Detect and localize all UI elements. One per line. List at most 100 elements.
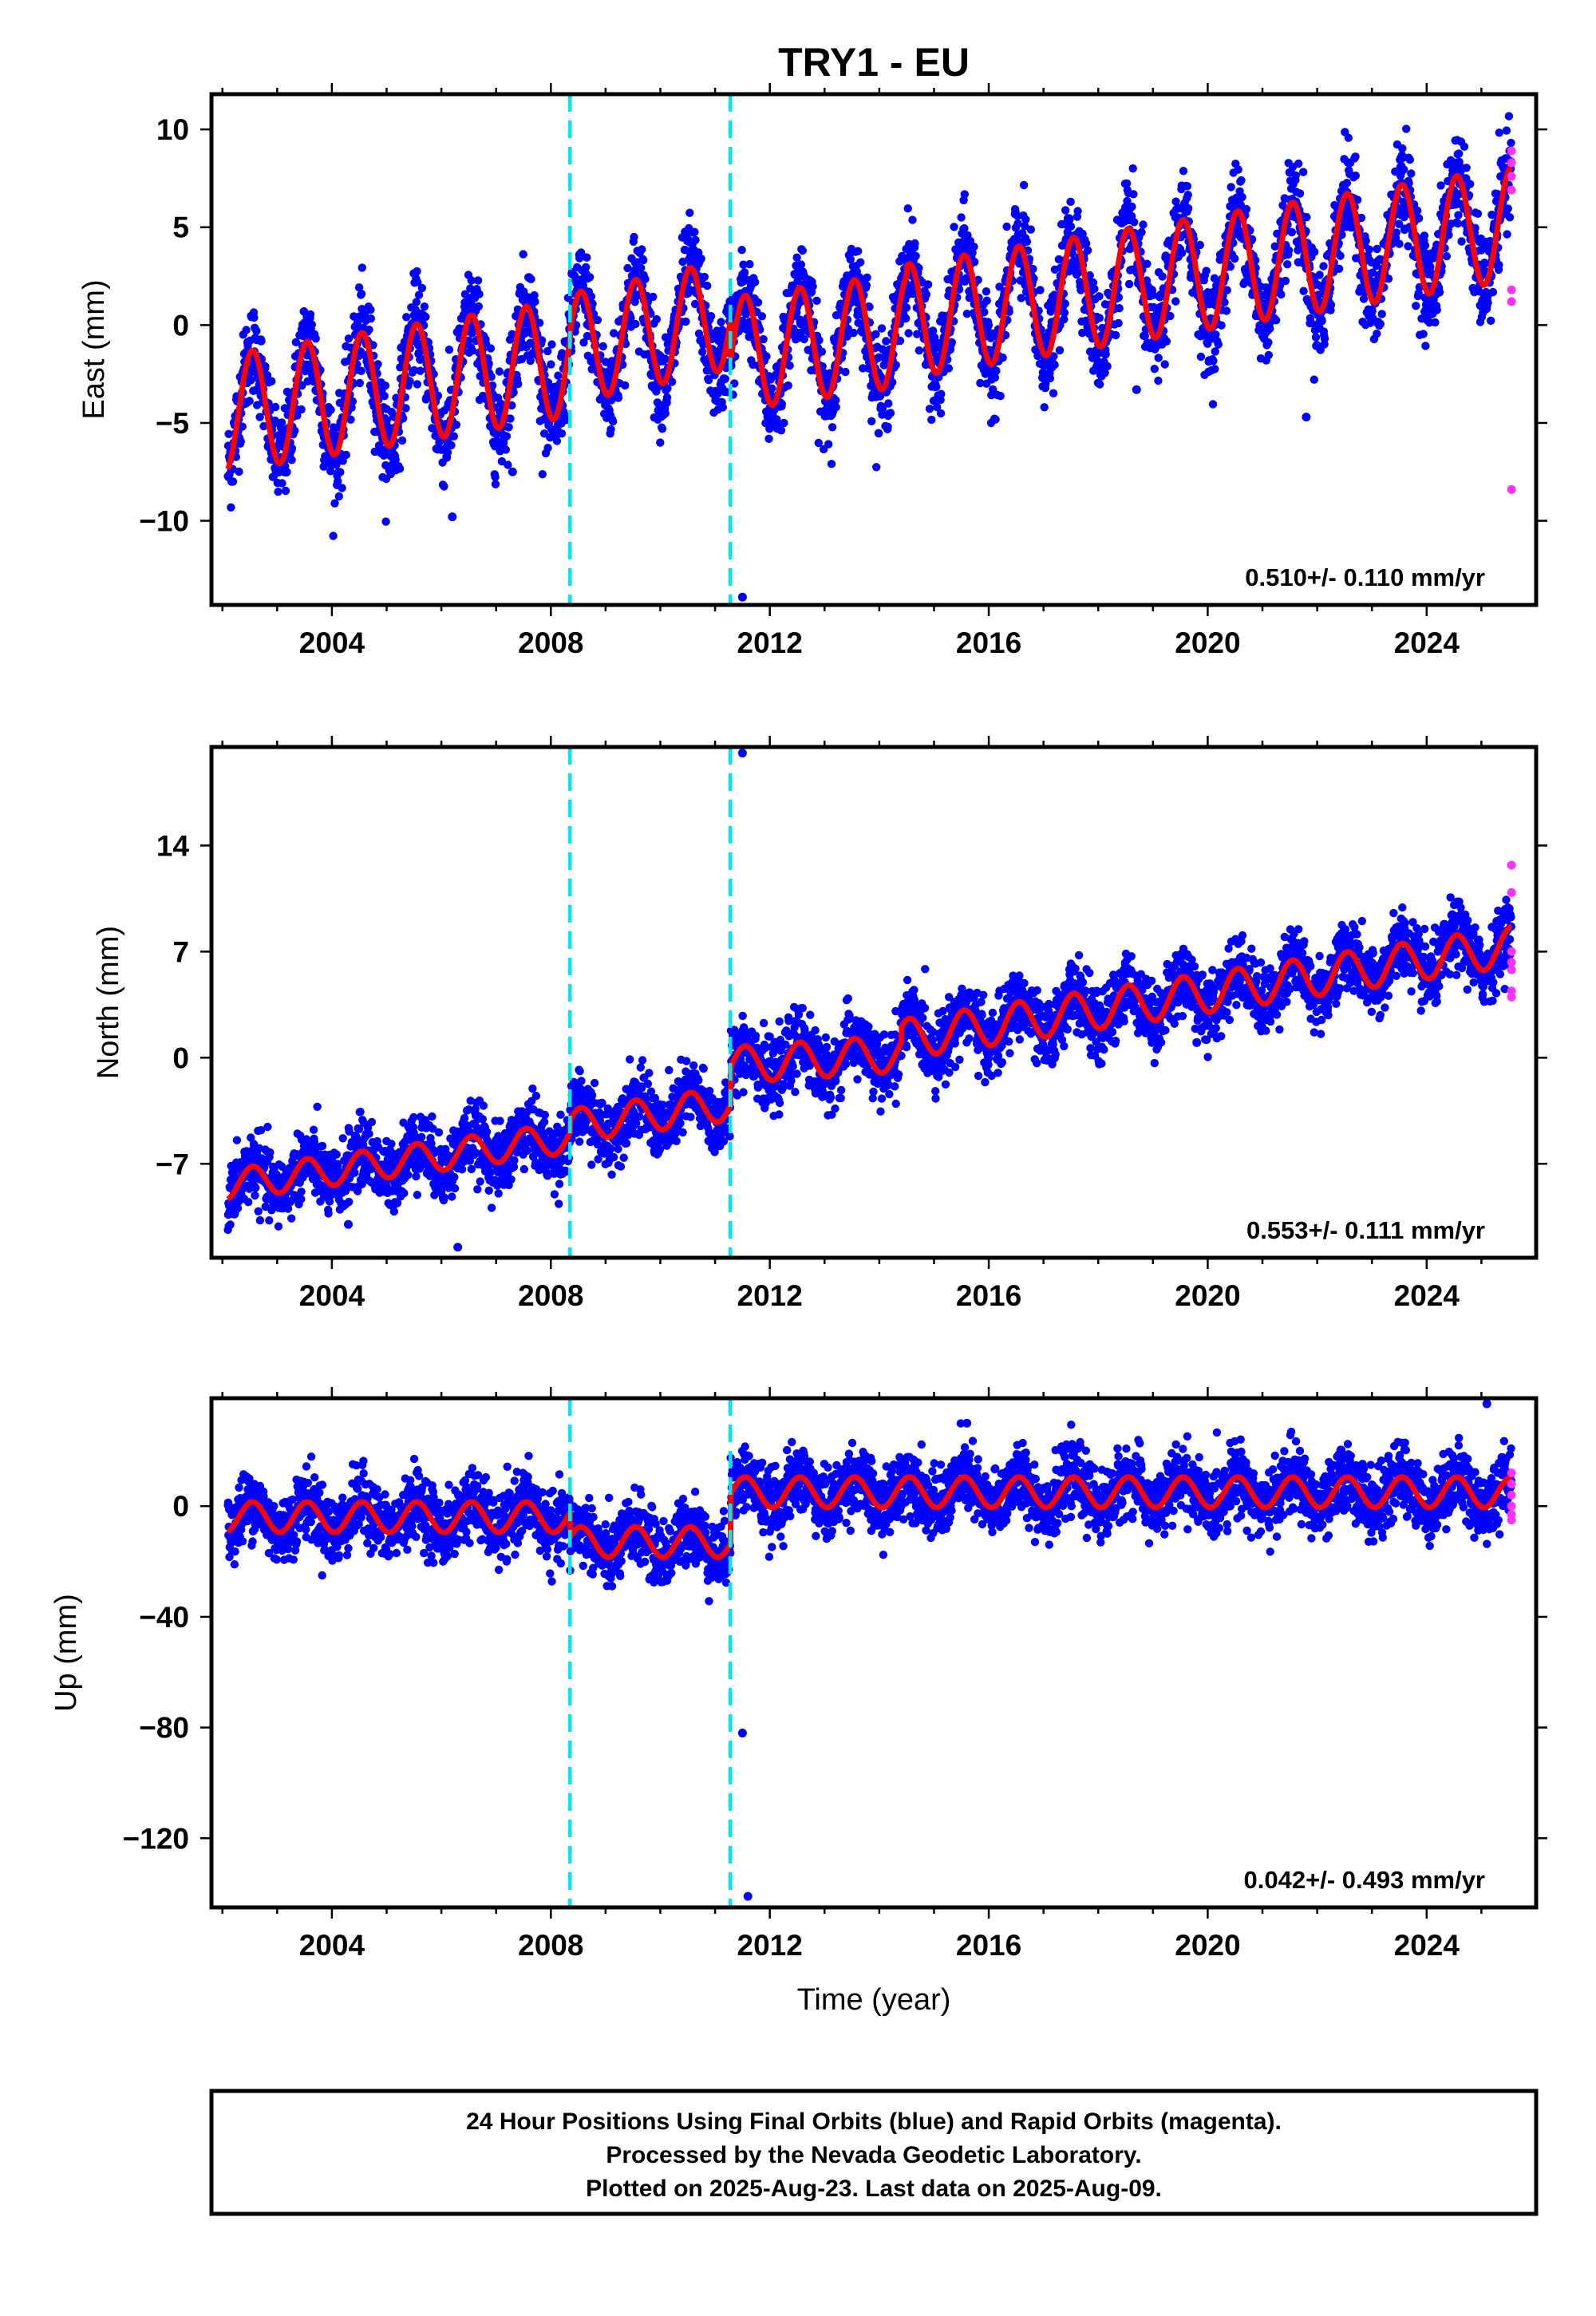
east-data-point bbox=[1351, 152, 1360, 161]
east-data-point bbox=[1022, 237, 1032, 246]
east-data-point bbox=[681, 246, 690, 255]
east-data-point bbox=[278, 479, 286, 488]
east-data-point bbox=[824, 440, 833, 449]
east-data-point bbox=[691, 235, 700, 244]
east-data-point bbox=[721, 374, 729, 383]
east-data-point bbox=[366, 306, 375, 314]
east-data-point bbox=[798, 246, 807, 255]
east-y-tick-label: 0 bbox=[172, 309, 189, 342]
east-data-point bbox=[1435, 288, 1444, 297]
east-plot-area bbox=[223, 112, 1516, 602]
east-data-point bbox=[1211, 365, 1219, 373]
east-rapid-point bbox=[1507, 158, 1516, 168]
east-data-point bbox=[995, 283, 1004, 291]
east-data-point bbox=[1504, 112, 1514, 121]
east-data-point bbox=[255, 413, 264, 421]
east-data-point bbox=[271, 416, 279, 425]
east-data-point bbox=[610, 329, 618, 338]
east-data-point bbox=[334, 492, 343, 501]
east-data-point bbox=[1178, 248, 1187, 258]
east-data-point bbox=[759, 334, 768, 344]
east-data-point bbox=[519, 250, 527, 259]
east-rapid-point bbox=[1507, 185, 1516, 195]
east-data-point bbox=[413, 278, 422, 287]
east-data-point bbox=[1405, 155, 1415, 164]
east-outlier-point bbox=[1302, 413, 1311, 422]
east-data-point bbox=[1419, 330, 1428, 338]
east-data-point bbox=[1299, 287, 1308, 295]
east-data-point bbox=[1376, 319, 1385, 329]
east-data-point bbox=[527, 275, 535, 283]
east-data-point bbox=[614, 393, 623, 402]
north-data-point bbox=[389, 1207, 398, 1216]
east-data-point bbox=[991, 415, 1000, 424]
east-data-point bbox=[1154, 376, 1163, 385]
east-data-point bbox=[1377, 310, 1386, 318]
east-data-point bbox=[1160, 360, 1169, 369]
east-data-point bbox=[980, 307, 989, 317]
north-data-point bbox=[244, 1198, 253, 1207]
east-data-point bbox=[976, 378, 985, 388]
north-data-point bbox=[345, 1197, 354, 1207]
east-data-point bbox=[1284, 246, 1294, 255]
east-rapid-point bbox=[1507, 285, 1516, 294]
east-data-point bbox=[630, 298, 639, 306]
east-data-point bbox=[1061, 206, 1070, 215]
east-data-point bbox=[1392, 228, 1401, 237]
east-data-point bbox=[355, 378, 364, 388]
east-data-point bbox=[970, 258, 979, 267]
east-data-point bbox=[681, 317, 690, 326]
east-data-point bbox=[957, 213, 966, 222]
east-data-point bbox=[297, 405, 306, 414]
east-data-point bbox=[311, 334, 320, 343]
east-data-point bbox=[1211, 347, 1219, 356]
east-data-point bbox=[228, 477, 238, 486]
east-data-point bbox=[593, 315, 602, 325]
east-data-point bbox=[261, 362, 270, 371]
east-data-point bbox=[348, 397, 357, 406]
east-data-point bbox=[631, 319, 640, 329]
east-data-point bbox=[443, 448, 452, 457]
east-data-point bbox=[796, 260, 806, 269]
east-data-point bbox=[739, 260, 748, 269]
east-data-point bbox=[1208, 400, 1218, 409]
north-data-point bbox=[309, 1125, 318, 1134]
east-data-point bbox=[713, 389, 722, 398]
east-data-point bbox=[875, 391, 885, 401]
east-data-point bbox=[630, 232, 638, 242]
north-data-point bbox=[274, 1222, 283, 1231]
east-data-point bbox=[703, 281, 712, 290]
east-data-point bbox=[579, 338, 588, 347]
east-data-point bbox=[944, 364, 954, 373]
east-data-point bbox=[694, 329, 704, 338]
east-data-point bbox=[950, 223, 958, 231]
east-data-point bbox=[444, 346, 454, 354]
north-data-point bbox=[297, 1188, 306, 1196]
east-data-point bbox=[883, 422, 892, 431]
north-data-point bbox=[287, 1214, 296, 1223]
east-data-point bbox=[543, 444, 552, 453]
east-data-point bbox=[395, 464, 405, 473]
north-data-point bbox=[387, 1140, 396, 1148]
east-data-point bbox=[1150, 365, 1159, 373]
east-data-point bbox=[495, 367, 504, 376]
east-data-point bbox=[252, 326, 261, 335]
east-data-point bbox=[1179, 167, 1188, 176]
east-data-point bbox=[531, 297, 539, 306]
east-data-point bbox=[1473, 209, 1483, 218]
east-data-point bbox=[621, 381, 630, 390]
north-data-point bbox=[266, 1148, 275, 1157]
east-data-point bbox=[882, 337, 891, 346]
east-data-point bbox=[867, 417, 876, 425]
east-data-point bbox=[1283, 260, 1292, 269]
east-y-tick-label: −5 bbox=[156, 407, 189, 440]
east-data-point bbox=[1073, 207, 1082, 215]
north-final-orbit-points bbox=[223, 749, 1516, 1252]
east-data-point bbox=[298, 381, 306, 390]
east-data-point bbox=[832, 403, 840, 412]
east-data-point bbox=[923, 280, 933, 289]
north-data-point bbox=[313, 1102, 322, 1112]
east-data-point bbox=[358, 263, 366, 272]
east-data-point bbox=[1505, 213, 1515, 222]
north-data-point bbox=[265, 1216, 274, 1225]
